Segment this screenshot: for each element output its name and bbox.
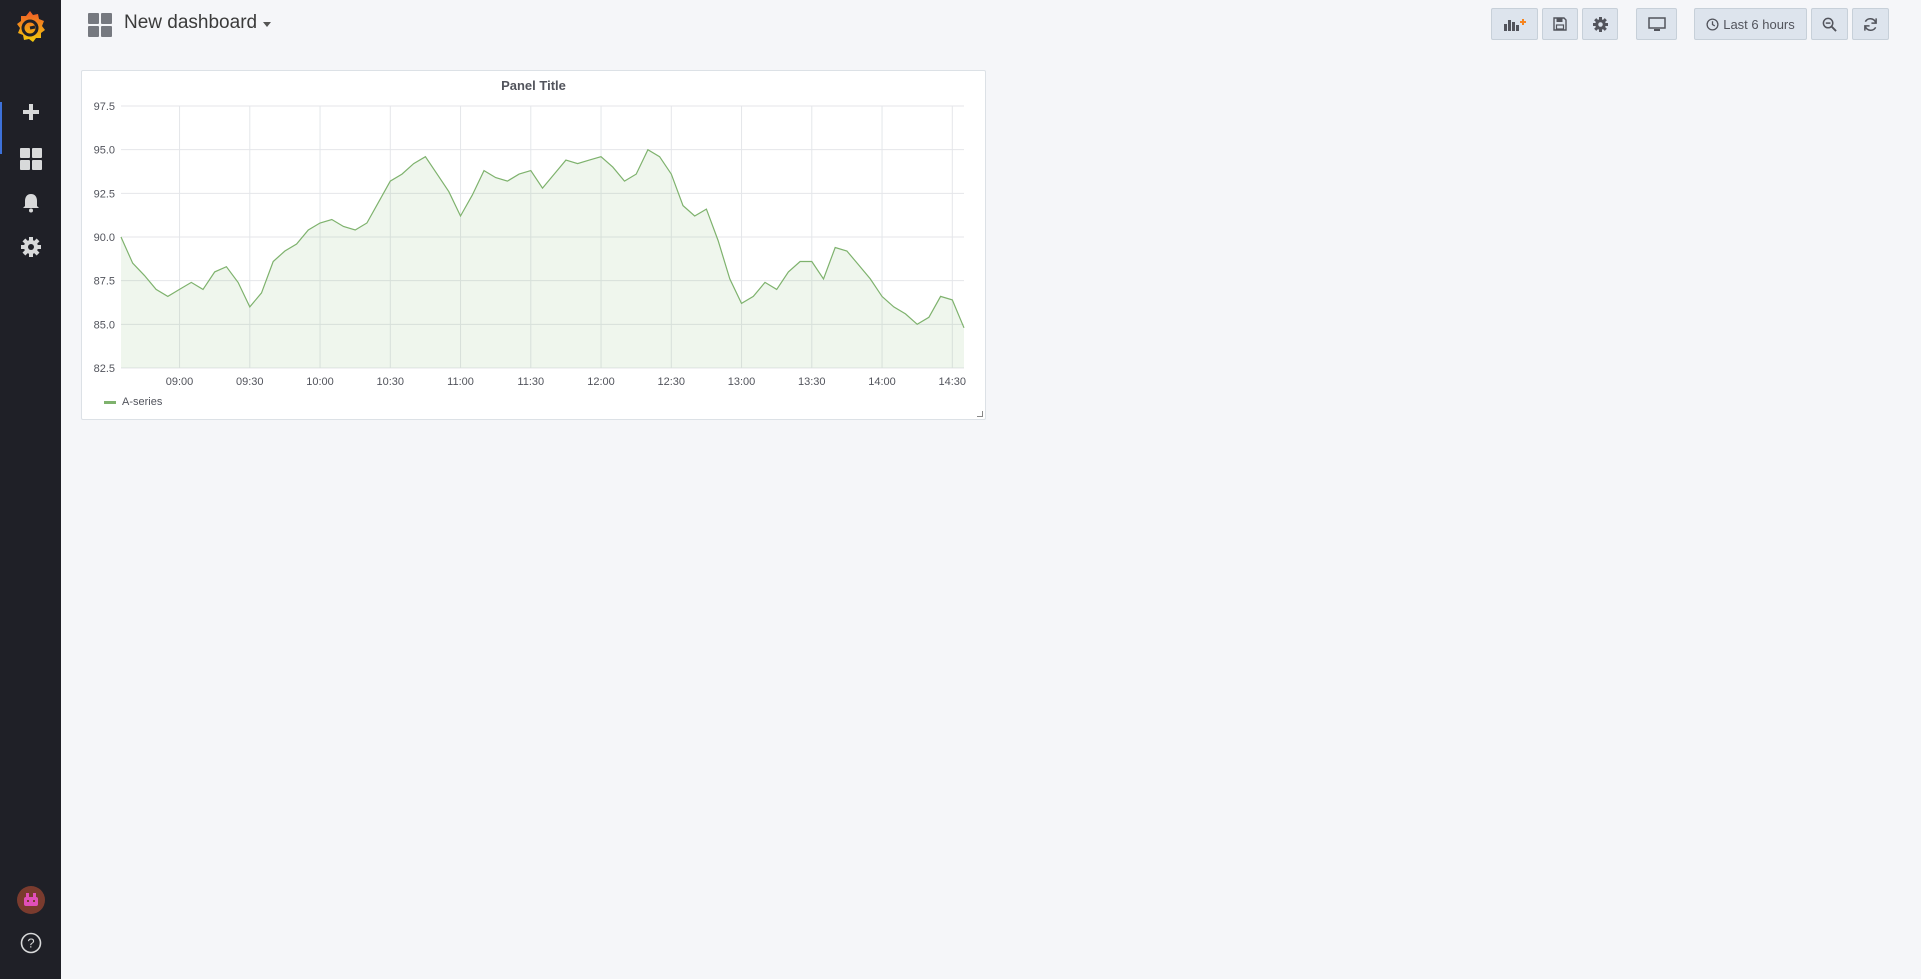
x-tick-label: 10:30: [377, 376, 405, 388]
graph-panel[interactable]: Panel Title 82.5 85.0 87.5 90.0 92.5 95.0 97.5…: [81, 70, 986, 420]
x-tick-label: 14:30: [939, 376, 967, 388]
legend-item[interactable]: A-series: [104, 396, 162, 408]
x-tick-label: 13:00: [728, 376, 756, 388]
panel-title[interactable]: Panel Title: [501, 78, 566, 93]
series-area: [121, 149, 964, 368]
y-tick-label: 85.0: [94, 319, 115, 331]
x-tick-label: 09:00: [166, 376, 194, 388]
sidebar-item-create[interactable]: [0, 92, 61, 132]
apps-icon: [19, 148, 42, 170]
chevron-down-icon: [263, 22, 272, 27]
x-tick-label: 10:00: [306, 376, 334, 388]
chart-grid: [121, 105, 964, 369]
bell-icon: [22, 194, 39, 213]
dashboard-title-dropdown[interactable]: New dashboard: [124, 12, 272, 34]
sidebar-item-profile[interactable]: [0, 880, 61, 920]
x-tick-label: 09:30: [236, 376, 264, 388]
gear-icon: [1592, 16, 1608, 32]
x-tick-label: 11:30: [517, 376, 544, 388]
x-tick-label: 12:00: [587, 376, 615, 388]
grafana-logo-icon[interactable]: [11, 8, 49, 46]
add-panel-icon: [1503, 19, 1526, 31]
zoom-out-icon: [1822, 17, 1837, 32]
dashboard-apps-icon: [88, 13, 112, 37]
legend-label: A-series: [122, 396, 163, 408]
series-line: [120, 148, 965, 329]
graph-chart[interactable]: 82.5 85.0 87.5 90.0 92.5 95.0 97.5 09:00 09:30 1…: [82, 71, 985, 419]
x-tick-label: 14:00: [868, 376, 896, 388]
sidebar-item-configuration[interactable]: [0, 227, 61, 267]
add-panel-button[interactable]: [1491, 8, 1538, 40]
panel-resize-handle[interactable]: [977, 411, 983, 417]
time-picker-button[interactable]: Last 6 hours: [1694, 8, 1807, 40]
dashboard-title: New dashboard: [124, 12, 258, 33]
x-tick-label: 12:30: [658, 376, 686, 388]
svg-text:?: ?: [27, 936, 34, 951]
plus-icon: [22, 104, 39, 120]
y-axis: 82.5 85.0 87.5 90.0 92.5 95.0 97.5: [94, 101, 115, 375]
save-dashboard-button[interactable]: [1542, 8, 1578, 40]
legend-color-swatch: [104, 400, 116, 404]
clock-icon: [1706, 17, 1719, 31]
refresh-icon: [1864, 17, 1877, 31]
zoom-out-button[interactable]: [1811, 8, 1848, 40]
x-tick-label: 11:00: [447, 376, 474, 388]
gear-icon: [20, 237, 41, 257]
save-icon: [1553, 17, 1567, 31]
x-tick-label: 13:30: [798, 376, 826, 388]
sidebar-item-dashboards[interactable]: [0, 139, 61, 179]
dashboard-settings-button[interactable]: [1582, 8, 1618, 40]
y-tick-label: 97.5: [94, 101, 115, 113]
y-tick-label: 92.5: [94, 188, 115, 200]
sidebar: ?: [0, 0, 61, 979]
question-icon: ?: [20, 932, 41, 954]
y-tick-label: 95.0: [94, 145, 115, 157]
x-axis: 09:00 09:30 10:00 10:30 11:00 11:30 12:00 12:30…: [166, 376, 966, 388]
y-tick-label: 87.5: [94, 276, 115, 288]
sidebar-item-help[interactable]: ?: [0, 923, 61, 963]
monitor-icon: [1647, 16, 1666, 31]
avatar-icon: [16, 886, 45, 914]
sidebar-item-alerting[interactable]: [0, 183, 61, 223]
time-range-label: Last 6 hours: [1723, 16, 1795, 32]
y-tick-label: 90.0: [94, 232, 115, 244]
cycle-view-mode-button[interactable]: [1636, 8, 1677, 40]
y-tick-label: 82.5: [94, 363, 115, 375]
refresh-button[interactable]: [1852, 8, 1889, 40]
sidebar-active-indicator: [0, 102, 2, 154]
